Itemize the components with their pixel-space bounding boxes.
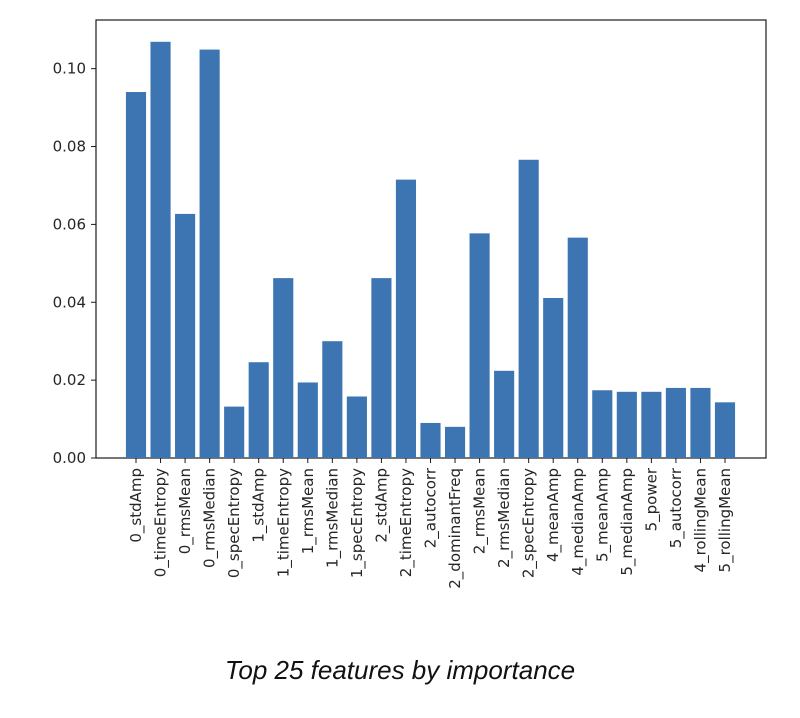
x-tick-label: 2_autocorr xyxy=(422,467,441,548)
bar-0_specEntropy xyxy=(224,406,245,458)
bar-0_rmsMean xyxy=(175,213,196,458)
x-tick-label: 0_specEntropy xyxy=(225,468,244,578)
figure-caption: Top 25 features by importance xyxy=(224,655,576,685)
plot-area xyxy=(95,19,767,459)
bar-0_rmsMedian xyxy=(199,49,220,459)
bar-0_timeEntropy xyxy=(150,41,171,458)
x-tick-label: 2_specEntropy xyxy=(520,468,539,578)
bar-1_timeEntropy xyxy=(273,278,294,458)
x-tick-label: 4_meanAmp xyxy=(544,468,563,562)
bar-1_specEntropy xyxy=(346,396,367,458)
bar-2_stdAmp xyxy=(371,278,392,458)
y-tick-label: 0.06 xyxy=(53,215,86,233)
bar-1_stdAmp xyxy=(248,362,269,458)
x-axis: 0_stdAmp 0_timeEntropy 0_rmsMean 0_rmsMedia… xyxy=(127,458,735,589)
bar-5_autocorr xyxy=(665,387,686,458)
y-tick-label: 0.00 xyxy=(53,449,86,467)
bar-2_autocorr xyxy=(420,422,441,458)
bar-chart: 0.00 0.02 0.04 0.06 0.08 0.10 0_stdAmp 0_timeE… xyxy=(53,19,767,589)
x-tick-label: 0_timeEntropy xyxy=(152,468,171,577)
bar-1_rmsMean xyxy=(297,382,318,458)
x-tick-label: 0_rmsMedian xyxy=(201,468,220,568)
x-tick-label: 1_stdAmp xyxy=(250,468,269,543)
x-tick-label: 5_rollingMean xyxy=(716,468,735,572)
x-tick-label: 4_rollingMean xyxy=(691,468,710,572)
bar-4_medianAmp xyxy=(567,237,588,458)
x-tick-label: 1_rmsMean xyxy=(299,468,318,554)
bar-2_specEntropy xyxy=(518,159,539,458)
y-tick-label: 0.02 xyxy=(53,371,86,389)
y-axis: 0.00 0.02 0.04 0.06 0.08 0.10 xyxy=(53,60,96,467)
bar-5_meanAmp xyxy=(592,390,613,458)
bar-5_rollingMean xyxy=(714,402,736,458)
x-tick-label: 0_rmsMean xyxy=(176,468,195,554)
y-tick-label: 0.08 xyxy=(53,138,86,156)
bar-2_timeEntropy xyxy=(395,179,417,459)
bar-2_dominantFreq xyxy=(444,426,466,458)
x-tick-label: 0_stdAmp xyxy=(127,468,146,543)
x-tick-label: 1_specEntropy xyxy=(348,468,367,578)
x-tick-label: 2_timeEntropy xyxy=(397,468,416,577)
x-tick-label: 2_rmsMedian xyxy=(495,468,514,568)
x-tick-label: 4_medianAmp xyxy=(569,468,588,576)
x-tick-label: 2_rmsMean xyxy=(471,468,490,554)
bar-0_stdAmp xyxy=(125,92,147,458)
bar-5_medianAmp xyxy=(616,391,637,458)
bar-5_power xyxy=(641,391,662,458)
y-tick-label: 0.10 xyxy=(53,60,86,78)
bar-4_meanAmp xyxy=(543,297,564,458)
bar-2_rmsMedian xyxy=(494,370,515,458)
x-tick-label: 1_rmsMedian xyxy=(323,468,342,568)
y-tick-label: 0.04 xyxy=(53,293,86,311)
x-tick-label: 1_timeEntropy xyxy=(274,468,293,577)
x-tick-label: 5_power xyxy=(642,467,661,531)
x-tick-label: 5_medianAmp xyxy=(618,468,637,576)
bar-4_rollingMean xyxy=(690,387,711,458)
x-tick-label: 2_stdAmp xyxy=(372,468,391,543)
x-tick-label: 2_dominantFreq xyxy=(446,468,465,589)
bar-2_rmsMean xyxy=(469,233,490,458)
x-tick-label: 5_meanAmp xyxy=(593,468,612,562)
x-tick-label: 5_autocorr xyxy=(667,467,686,548)
bars-group xyxy=(125,41,736,459)
bar-1_rmsMedian xyxy=(322,341,343,458)
